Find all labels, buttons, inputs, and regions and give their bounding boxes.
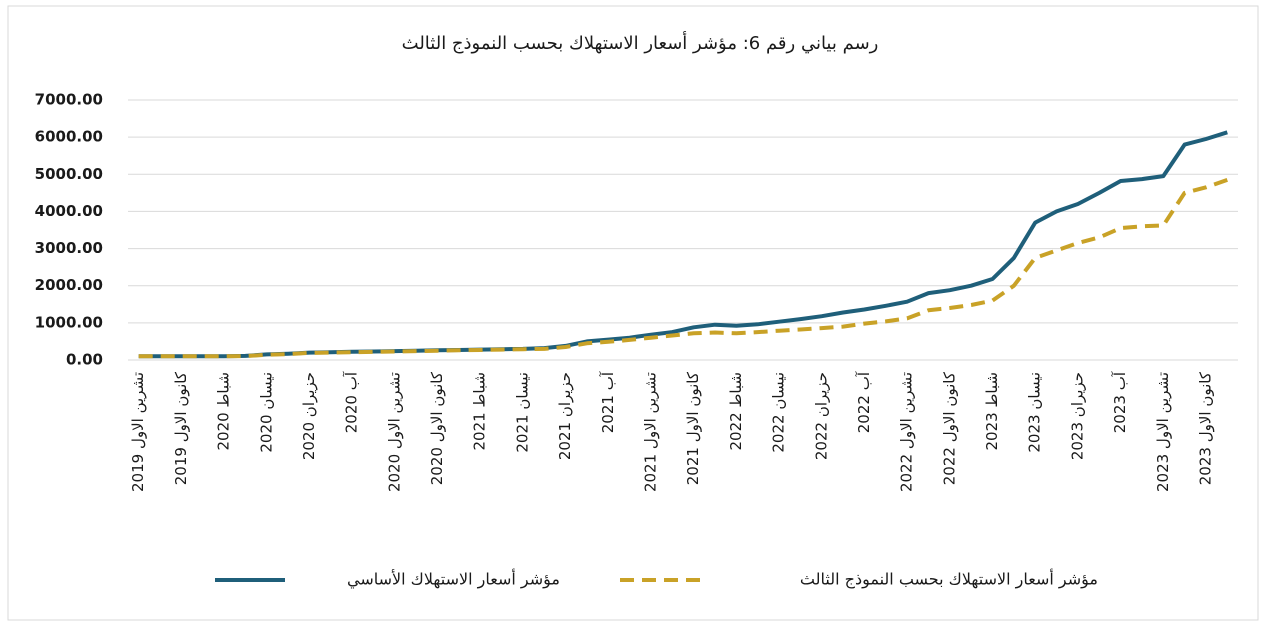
x-tick-label: تشرين الاول 2019 xyxy=(129,372,147,492)
x-tick-label: شباط 2022 xyxy=(727,372,745,451)
x-tick-label: كانون الاول 2023 xyxy=(1196,371,1214,485)
x-tick-label: تشرين الاول 2020 xyxy=(385,372,403,492)
chart-border xyxy=(7,5,1259,621)
x-tick-label: حزيران 2023 xyxy=(1068,372,1086,460)
chart-title: رسم بياني رقم 6: مؤشر أسعار الاستهلاك بح… xyxy=(402,31,879,54)
x-tick-label: شباط 2023 xyxy=(983,372,1001,451)
x-tick-label: آب 2020 xyxy=(343,371,361,433)
y-tick-label: 1000.00 xyxy=(35,313,103,331)
x-tick-label: آب 2022 xyxy=(855,371,873,433)
x-tick-label: كانون الاول 2022 xyxy=(940,371,958,485)
x-tick-label: حزيران 2020 xyxy=(300,372,318,460)
y-tick-label: 5000.00 xyxy=(35,165,103,183)
x-tick-label: نيسان 2021 xyxy=(513,372,531,453)
x-tick-label: آب 2021 xyxy=(599,371,617,433)
y-tick-label: 7000.00 xyxy=(35,91,103,109)
x-tick-label: تشرين الاول 2023 xyxy=(1154,372,1172,492)
x-tick-label: نيسان 2022 xyxy=(770,372,788,453)
y-tick-label: 6000.00 xyxy=(35,128,103,146)
legend-label: مؤشر أسعار الاستهلاك الأساسي xyxy=(347,569,560,590)
x-tick-label: نيسان 2020 xyxy=(257,372,275,453)
x-tick-label: كانون الاول 2019 xyxy=(172,371,190,485)
x-tick-label: حزيران 2021 xyxy=(556,372,574,460)
x-tick-label: حزيران 2022 xyxy=(812,372,830,460)
legend-label: مؤشر أسعار الاستهلاك بحسب النموذج الثالث xyxy=(800,569,1098,590)
x-tick-label: كانون الاول 2020 xyxy=(428,371,446,485)
x-tick-label: تشرين الاول 2021 xyxy=(641,372,659,492)
y-tick-label: 4000.00 xyxy=(35,202,103,220)
x-tick-label: شباط 2021 xyxy=(471,372,489,451)
x-tick-label: كانون الاول 2021 xyxy=(684,371,702,485)
y-tick-label: 0.00 xyxy=(66,351,103,369)
x-tick-label: تشرين الاول 2022 xyxy=(898,372,916,492)
x-tick-label: شباط 2020 xyxy=(215,372,233,451)
series-line xyxy=(138,178,1228,359)
y-tick-label: 3000.00 xyxy=(35,239,103,257)
y-tick-label: 2000.00 xyxy=(35,276,103,294)
x-tick-label: نيسان 2023 xyxy=(1026,372,1044,453)
x-tick-label: آب 2023 xyxy=(1111,371,1129,433)
